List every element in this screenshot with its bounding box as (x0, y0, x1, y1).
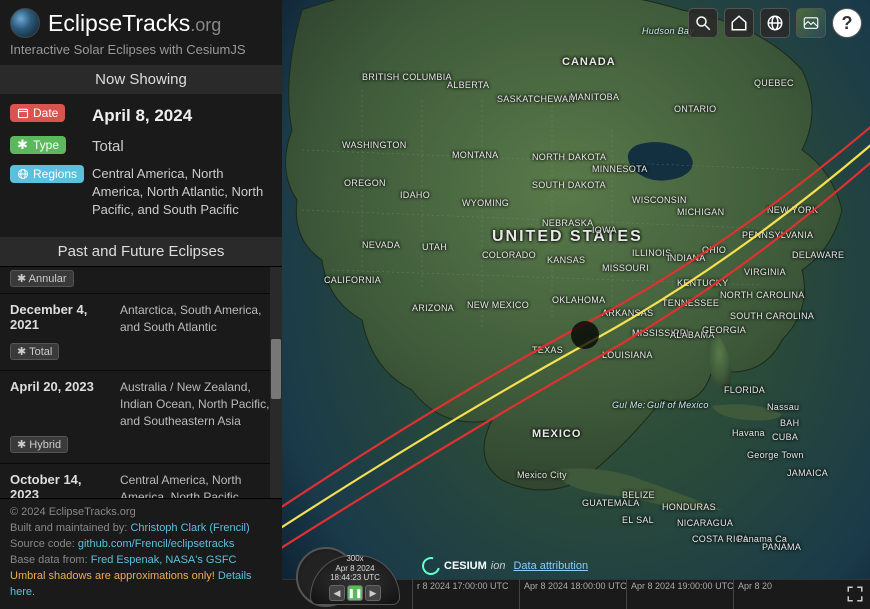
type-badge-label: Type (33, 138, 59, 152)
regions-badge: Regions (10, 165, 84, 183)
regions-badge-label: Regions (33, 167, 77, 181)
asterisk-icon: ✱ (17, 139, 29, 151)
pause-button[interactable]: ❚❚ (347, 585, 363, 601)
list-heading: Past and Future Eclipses (0, 237, 282, 266)
scene-mode-button[interactable] (760, 8, 790, 38)
play-reverse-button[interactable]: ◀ (329, 585, 345, 601)
footer-base-label: Base data from: (10, 554, 91, 566)
clock-time: 18:44:23 UTC (330, 573, 380, 583)
eclipse-date: December 4, 2021 (10, 302, 110, 336)
nowshowing-type: Total (92, 136, 124, 157)
scrollbar-thumb[interactable] (271, 339, 281, 399)
nowshowing-regions: Central America, North America, North At… (92, 165, 272, 220)
map-label: PANAMA (762, 542, 801, 552)
data-attribution-link[interactable]: Data attribution (513, 560, 588, 572)
search-icon (694, 14, 712, 32)
eclipse-type-badge: ✱ Total (10, 343, 59, 360)
scrollbar-track[interactable] (270, 267, 282, 498)
eclipse-item[interactable]: December 4, 2021 Antarctica, South Americ… (0, 294, 282, 371)
footer-copyright: © 2024 EclipseTracks.org (10, 505, 272, 521)
cesium-ion: ion (491, 560, 506, 572)
eclipse-type-badge: ✱ Annular (10, 270, 74, 287)
eclipse-date: October 14, 2023 (10, 472, 110, 498)
date-badge: Date (10, 104, 65, 122)
eclipse-item[interactable]: October 14, 2023 Central America, North A… (0, 464, 282, 498)
brand-suffix: .org (190, 15, 221, 35)
search-button[interactable] (688, 8, 718, 38)
type-badge: ✱ Type (10, 136, 66, 154)
footer-author-link[interactable]: Christoph Clark (Frencil) (130, 522, 249, 534)
globe-small-icon (17, 168, 29, 180)
logo-icon (10, 8, 40, 38)
footer-source-link[interactable]: github.com/Frencil/eclipsetracks (78, 538, 235, 550)
cesium-logo[interactable]: CESIUM ion (422, 557, 505, 575)
help-button[interactable]: ? (832, 8, 862, 38)
eclipse-item[interactable]: April 20, 2023Australia / New Zealand, I… (0, 371, 282, 464)
eclipse-regions: Australia / New Zealand, Indian Ocean, N… (120, 379, 272, 429)
imagery-button[interactable] (796, 8, 826, 38)
brand-title[interactable]: EclipseTracks.org (48, 10, 221, 37)
imagery-icon (802, 14, 820, 32)
timeline-tick[interactable]: Apr 8 2024 19:00:00 UTC (626, 579, 733, 609)
eclipse-type-badge: ✱ Hybrid (10, 436, 68, 453)
timeline[interactable]: 300x Apr 8 2024 18:44:23 UTC ◀ ❚❚ ▶ r 8 … (282, 579, 870, 609)
eclipse-regions: Central America, North America, North Pa… (120, 472, 272, 498)
brand-row: EclipseTracks.org (0, 0, 282, 42)
footer-warning: Umbral shadows are approximations only! (10, 570, 215, 582)
home-icon (730, 14, 748, 32)
map-label: Panama Ca (737, 534, 787, 544)
fullscreen-button[interactable] (844, 583, 866, 605)
timeline-tick[interactable]: r 8 2024 17:00:00 UTC (412, 579, 519, 609)
clock-speed: 300x (346, 554, 363, 564)
sidebar: EclipseTracks.org Interactive Solar Ecli… (0, 0, 282, 609)
eclipse-list[interactable]: ✱ Annular December 4, 2021 Antarctica, Sou… (0, 266, 282, 498)
eclipse-item[interactable]: ✱ Annular (0, 267, 282, 294)
nowshowing-heading: Now Showing (0, 65, 282, 94)
timeline-tick[interactable]: Apr 8 2024 18:00:00 UTC (519, 579, 626, 609)
map-label: EL SAL (622, 515, 654, 525)
nowshowing-date: April 8, 2024 (92, 104, 192, 128)
brand-name: EclipseTracks (48, 10, 190, 36)
fullscreen-icon (846, 585, 864, 603)
nowshowing-body: Date April 8, 2024 ✱ Type Total Regions … (0, 94, 282, 237)
brand-subtitle: Interactive Solar Eclipses with CesiumJS (0, 42, 282, 65)
cesium-name: CESIUM (444, 560, 487, 572)
date-badge-label: Date (33, 106, 58, 120)
map-label: NICARAGUA (677, 518, 733, 528)
tool-buttons: ? (688, 8, 862, 38)
timeline-tick[interactable]: Apr 8 20 (733, 579, 840, 609)
land-silhouette (282, 0, 870, 510)
footer: © 2024 EclipseTracks.org Built and maint… (0, 498, 282, 609)
globe-viewer[interactable]: CANADAUNITED STATESMEXICOHudson BayBRITI… (282, 0, 870, 609)
help-icon: ? (842, 13, 853, 34)
clock-date: Apr 8 2024 (335, 564, 374, 574)
calendar-icon (17, 107, 29, 119)
footer-source-label: Source code: (10, 538, 78, 550)
play-forward-button[interactable]: ▶ (365, 585, 381, 601)
globe-icon (766, 14, 784, 32)
cesium-c-icon (419, 554, 444, 579)
eclipse-date: April 20, 2023 (10, 379, 110, 429)
timeline-ticks[interactable]: r 8 2024 17:00:00 UTCApr 8 2024 18:00:00… (412, 579, 840, 609)
cesium-credit: CESIUM ion Data attribution (422, 557, 588, 575)
footer-base-link[interactable]: Fred Espenak, NASA's GSFC (91, 554, 237, 566)
map-label: COSTA RICA (692, 534, 749, 544)
footer-built-label: Built and maintained by: (10, 522, 130, 534)
eclipse-regions: Antarctica, South America, and South Atl… (120, 302, 272, 336)
home-button[interactable] (724, 8, 754, 38)
